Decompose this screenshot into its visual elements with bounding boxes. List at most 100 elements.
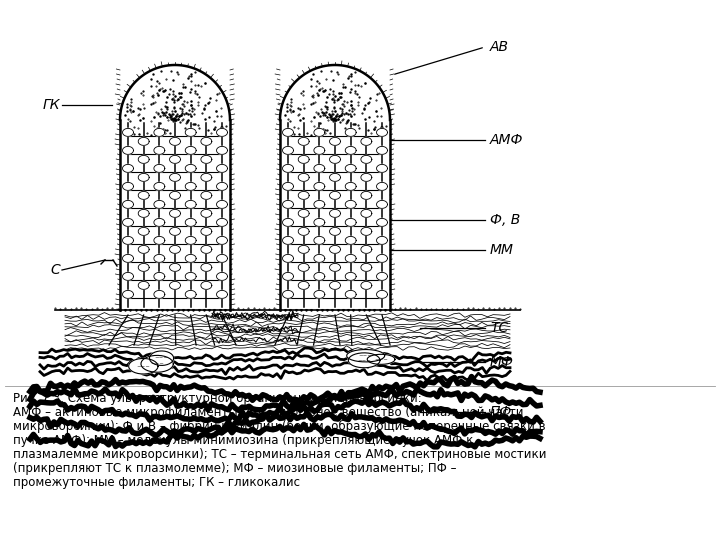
Polygon shape	[185, 183, 196, 191]
Text: пучке АМФ); ММ – молекулы минимиозина (прикрепляющие пучок АМФ к: пучке АМФ); ММ – молекулы минимиозина (п…	[13, 434, 473, 447]
Polygon shape	[170, 210, 181, 218]
Polygon shape	[217, 291, 228, 299]
Polygon shape	[377, 272, 387, 280]
Text: ПФ: ПФ	[490, 405, 513, 419]
Polygon shape	[217, 218, 228, 226]
Polygon shape	[361, 191, 372, 199]
Text: ~~~: ~~~	[374, 357, 388, 362]
Polygon shape	[201, 264, 212, 272]
Polygon shape	[185, 291, 196, 299]
Polygon shape	[330, 137, 341, 145]
Polygon shape	[298, 245, 309, 253]
Text: ММ: ММ	[490, 243, 514, 257]
Text: АМФ – актиновые микрофиламенты; АВ – аморфное вещество (апикальной части: АМФ – актиновые микрофиламенты; АВ – амо…	[13, 406, 523, 419]
Polygon shape	[122, 200, 133, 208]
Polygon shape	[367, 354, 395, 364]
Polygon shape	[348, 353, 380, 368]
Polygon shape	[185, 237, 196, 245]
Polygon shape	[154, 129, 165, 137]
Polygon shape	[330, 173, 341, 181]
Text: ~~~: ~~~	[155, 356, 168, 361]
Polygon shape	[138, 245, 149, 253]
Polygon shape	[298, 210, 309, 218]
Polygon shape	[185, 129, 196, 137]
Polygon shape	[217, 164, 228, 172]
Polygon shape	[330, 191, 341, 199]
Polygon shape	[122, 146, 133, 154]
Polygon shape	[185, 218, 196, 226]
Polygon shape	[138, 264, 149, 272]
Polygon shape	[377, 146, 387, 154]
Polygon shape	[314, 272, 325, 280]
Polygon shape	[217, 254, 228, 262]
Polygon shape	[377, 164, 387, 172]
Polygon shape	[314, 237, 325, 245]
Polygon shape	[361, 173, 372, 181]
Text: плазмалемме микроворсинки); ТС – терминальная сеть АМФ, спектриновые мостики: плазмалемме микроворсинки); ТС – термина…	[13, 448, 546, 461]
Text: (прикрепляют ТС к плазмолемме); МФ – миозиновые филаменты; ПФ –: (прикрепляют ТС к плазмолемме); МФ – мио…	[13, 462, 456, 475]
Polygon shape	[154, 183, 165, 191]
Polygon shape	[282, 129, 294, 137]
Polygon shape	[154, 164, 165, 172]
Polygon shape	[217, 129, 228, 137]
Polygon shape	[138, 156, 149, 164]
Polygon shape	[201, 156, 212, 164]
Polygon shape	[347, 349, 384, 362]
Polygon shape	[298, 137, 309, 145]
Polygon shape	[346, 164, 356, 172]
Polygon shape	[346, 291, 356, 299]
Polygon shape	[330, 245, 341, 253]
Polygon shape	[377, 129, 387, 137]
Polygon shape	[314, 164, 325, 172]
Polygon shape	[298, 191, 309, 199]
Text: АМФ: АМФ	[490, 133, 523, 147]
Polygon shape	[138, 137, 149, 145]
Polygon shape	[138, 173, 149, 181]
Polygon shape	[170, 173, 181, 181]
Polygon shape	[141, 355, 174, 372]
Polygon shape	[170, 137, 181, 145]
Polygon shape	[282, 272, 294, 280]
Polygon shape	[377, 200, 387, 208]
Polygon shape	[170, 264, 181, 272]
Polygon shape	[314, 183, 325, 191]
Polygon shape	[170, 227, 181, 235]
Polygon shape	[330, 281, 341, 289]
Polygon shape	[361, 137, 372, 145]
Polygon shape	[346, 254, 356, 262]
Polygon shape	[217, 183, 228, 191]
Polygon shape	[217, 237, 228, 245]
Polygon shape	[314, 218, 325, 226]
Polygon shape	[361, 245, 372, 253]
Polygon shape	[361, 281, 372, 289]
Polygon shape	[361, 227, 372, 235]
Polygon shape	[217, 200, 228, 208]
Polygon shape	[361, 156, 372, 164]
Polygon shape	[282, 254, 294, 262]
Text: АВ: АВ	[490, 40, 509, 54]
Polygon shape	[138, 210, 149, 218]
Polygon shape	[377, 183, 387, 191]
Polygon shape	[314, 254, 325, 262]
Polygon shape	[330, 156, 341, 164]
Polygon shape	[122, 237, 133, 245]
Polygon shape	[298, 264, 309, 272]
Polygon shape	[129, 359, 158, 374]
Polygon shape	[377, 254, 387, 262]
Polygon shape	[314, 291, 325, 299]
Polygon shape	[154, 237, 165, 245]
Polygon shape	[150, 351, 174, 366]
Polygon shape	[185, 164, 196, 172]
Polygon shape	[298, 281, 309, 289]
Polygon shape	[298, 227, 309, 235]
Polygon shape	[154, 200, 165, 208]
Polygon shape	[346, 237, 356, 245]
Polygon shape	[170, 245, 181, 253]
Polygon shape	[217, 272, 228, 280]
Text: промежуточные филаменты; ГК – гликокалис: промежуточные филаменты; ГК – гликокалис	[13, 476, 300, 489]
Polygon shape	[282, 200, 294, 208]
Polygon shape	[154, 146, 165, 154]
Polygon shape	[330, 264, 341, 272]
Polygon shape	[330, 227, 341, 235]
Polygon shape	[185, 254, 196, 262]
